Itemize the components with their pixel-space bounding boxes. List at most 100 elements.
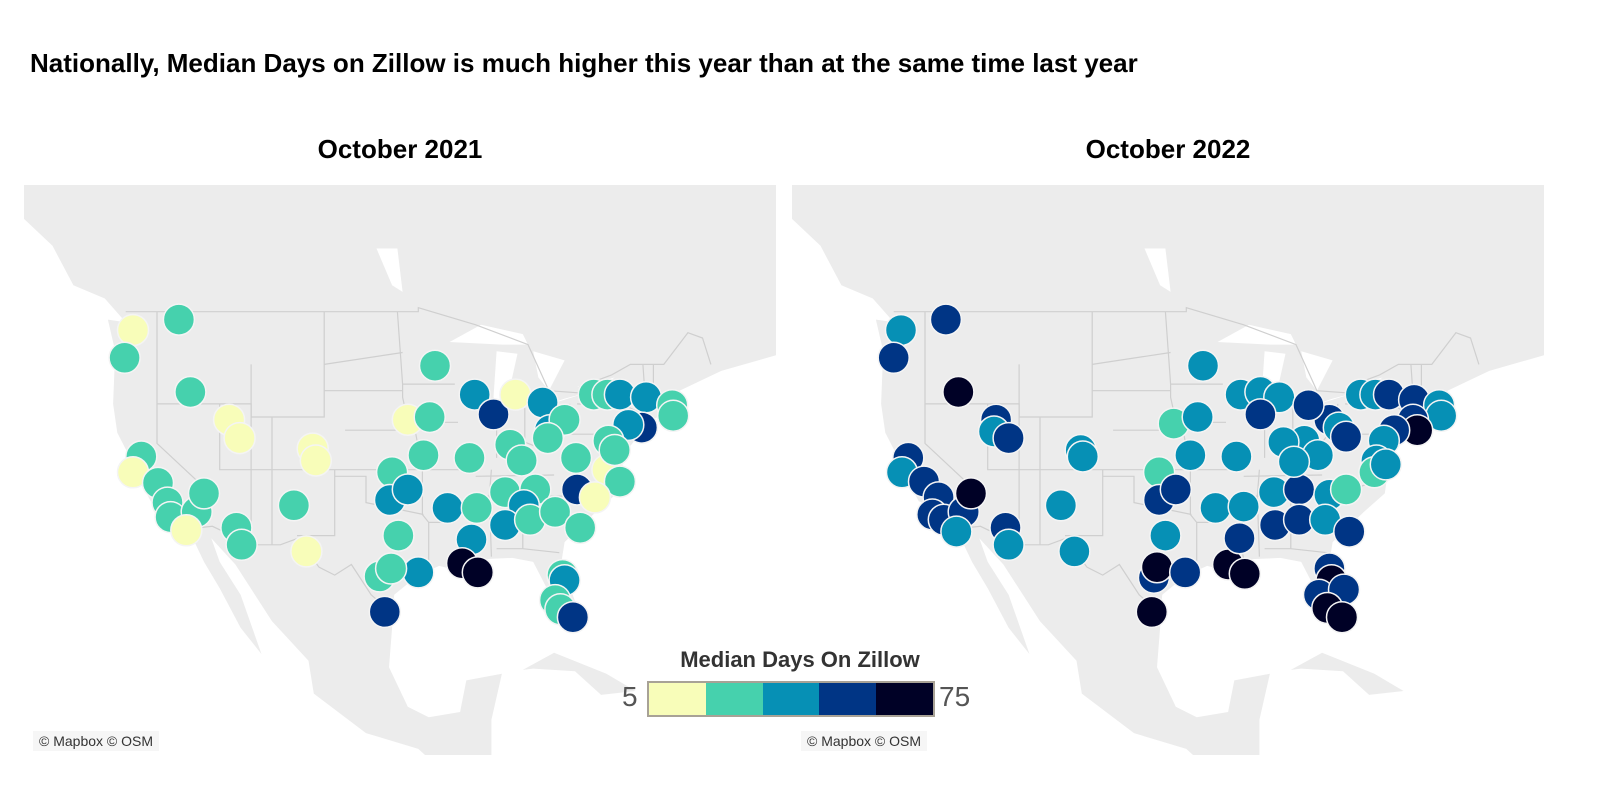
metro-point[interactable] — [1282, 473, 1316, 506]
metro-point[interactable] — [1223, 521, 1256, 555]
legend-swatch-3 — [819, 683, 877, 715]
metro-point[interactable] — [1325, 600, 1359, 634]
metro-point[interactable] — [531, 421, 565, 455]
land-cuba — [522, 652, 636, 695]
metro-point[interactable] — [598, 433, 631, 467]
metro-point[interactable] — [1277, 445, 1311, 479]
metro-point[interactable] — [1181, 400, 1214, 434]
metro-point[interactable] — [477, 398, 510, 431]
border-line — [1264, 548, 1328, 554]
metro-point[interactable] — [954, 477, 988, 510]
legend-max-label: 75 — [939, 681, 971, 712]
metro-point[interactable] — [170, 514, 203, 547]
metro-point[interactable] — [1140, 550, 1174, 584]
border-line — [156, 403, 214, 497]
legend-swatch-2 — [762, 683, 820, 715]
border-line — [924, 403, 982, 497]
metro-point[interactable] — [431, 491, 464, 525]
metro-point[interactable] — [940, 515, 973, 548]
metro-point[interactable] — [402, 556, 435, 589]
map-panel-2021[interactable]: © Mapbox © OSM — [24, 185, 776, 755]
metro-point[interactable] — [563, 511, 597, 544]
map-2022[interactable] — [792, 185, 1544, 755]
metro-point[interactable] — [299, 444, 333, 477]
metro-point[interactable] — [1244, 398, 1277, 431]
metro-point[interactable] — [1228, 557, 1262, 591]
legend-min-label: 5 — [622, 681, 638, 712]
panel-title-2021: October 2021 — [317, 134, 483, 164]
legend-swatch-4 — [876, 683, 933, 715]
border-line — [1092, 351, 1171, 365]
metro-point[interactable] — [458, 378, 491, 411]
metro-point[interactable] — [884, 313, 918, 347]
metro-point[interactable] — [559, 441, 593, 475]
metro-point[interactable] — [223, 421, 256, 455]
metro-point[interactable] — [1227, 490, 1260, 523]
metro-point[interactable] — [603, 465, 637, 498]
page-title: Nationally, Median Days on Zillow is muc… — [30, 48, 1138, 78]
metro-point[interactable] — [656, 399, 690, 432]
metro-point[interactable] — [1369, 448, 1403, 481]
metro-point[interactable] — [538, 495, 572, 529]
metro-point[interactable] — [499, 378, 532, 411]
metro-point[interactable] — [877, 341, 910, 375]
lake — [533, 351, 565, 391]
metro-point[interactable] — [556, 600, 590, 634]
border-line — [324, 351, 403, 365]
map-2021[interactable] — [24, 185, 776, 755]
metro-point[interactable] — [382, 519, 415, 552]
lake — [376, 248, 403, 292]
metro-point[interactable] — [108, 341, 141, 375]
metro-point[interactable] — [1159, 473, 1193, 506]
metro-point[interactable] — [162, 303, 196, 336]
metro-point[interactable] — [116, 313, 150, 347]
metro-point[interactable] — [1174, 438, 1207, 472]
land-cuba — [1290, 652, 1404, 695]
metro-point[interactable] — [453, 441, 486, 475]
metro-point[interactable] — [929, 303, 963, 336]
lake — [1217, 324, 1296, 345]
border-line — [1243, 474, 1323, 477]
lake — [1301, 351, 1333, 391]
metro-point[interactable] — [187, 477, 221, 510]
metro-point[interactable] — [992, 528, 1025, 562]
metro-point[interactable] — [225, 528, 258, 562]
metro-point[interactable] — [1066, 440, 1100, 473]
metro-point[interactable] — [174, 375, 207, 409]
metro-point[interactable] — [1333, 515, 1366, 548]
metro-point[interactable] — [1220, 440, 1253, 473]
map-attribution[interactable]: © Mapbox © OSM — [801, 731, 927, 751]
metro-point[interactable] — [461, 556, 495, 589]
lake — [1144, 248, 1171, 292]
metro-point[interactable] — [374, 552, 408, 585]
metro-point[interactable] — [460, 491, 494, 525]
metro-point[interactable] — [413, 400, 446, 434]
border-line — [1256, 469, 1260, 557]
metro-point[interactable] — [1186, 349, 1220, 382]
metro-point[interactable] — [505, 444, 538, 477]
legend-swatch-0 — [649, 683, 706, 715]
border-line — [496, 548, 560, 554]
metro-point[interactable] — [1058, 535, 1091, 568]
legend-swatch-1 — [705, 683, 763, 715]
metro-point[interactable] — [1135, 595, 1169, 629]
metro-point[interactable] — [942, 375, 975, 409]
metro-point[interactable] — [1329, 473, 1363, 506]
metro-point[interactable] — [407, 438, 440, 472]
metro-point[interactable] — [368, 595, 402, 629]
metro-point[interactable] — [992, 421, 1025, 455]
metro-point[interactable] — [418, 349, 452, 382]
metro-point[interactable] — [578, 481, 612, 514]
map-attribution[interactable]: © Mapbox © OSM — [33, 731, 159, 751]
metro-point[interactable] — [277, 489, 311, 522]
metro-point[interactable] — [1149, 519, 1182, 552]
metro-point[interactable] — [1329, 420, 1363, 454]
metro-point[interactable] — [391, 473, 425, 506]
metro-point[interactable] — [1292, 388, 1325, 422]
legend-title: Median Days On Zillow — [680, 647, 920, 672]
metro-point[interactable] — [1168, 556, 1202, 589]
metro-point[interactable] — [1044, 489, 1078, 522]
metro-point[interactable] — [290, 535, 323, 568]
map-panel-2022[interactable]: © Mapbox © OSM — [792, 185, 1544, 755]
metro-point[interactable] — [1199, 491, 1232, 525]
